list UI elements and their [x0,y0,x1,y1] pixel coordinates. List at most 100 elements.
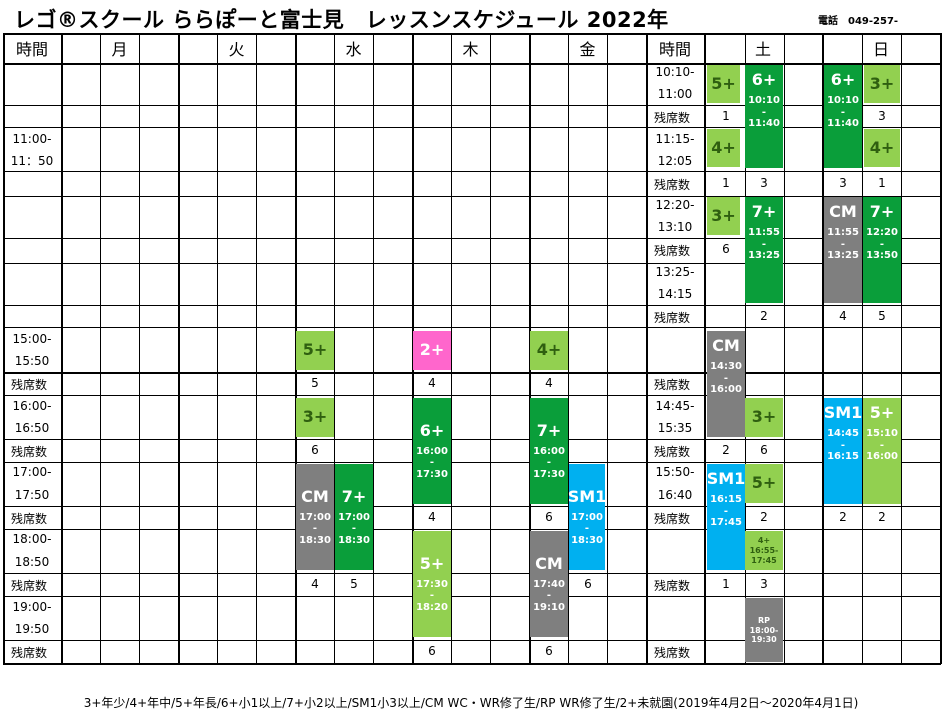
right-time-2-end: 12:05 [657,154,693,168]
grid-line [3,573,941,574]
lesson-end-time: 13:25 [827,250,859,262]
lesson-end-time: 16:00 [866,451,898,463]
lesson-start-time: 16:00 [533,445,565,457]
lesson-block: 5+ [707,65,740,103]
lesson-block: CM 17:40-19:10 [530,531,568,637]
lesson-end-time: 17:45 [751,555,777,565]
lesson-time-sep: - [879,238,885,250]
lesson-start-time: 16:00 [416,445,448,457]
lesson-level: SM1 [706,469,746,488]
seat-label: 残席数 [654,311,691,325]
lesson-level: 7+ [869,202,895,221]
grid-line [3,439,941,440]
lesson-block: CM 14:30-16:00 [707,331,745,437]
left-time-6-end: 19:50 [14,622,50,636]
lesson-time-sep: - [429,590,435,602]
seat-count: 4 [428,376,436,390]
lesson-time-sep: - [840,439,846,451]
lesson-block: 2+ [413,331,451,370]
seat-count: 5 [350,577,358,591]
seat-count: 1 [722,577,730,591]
grid-line [704,33,706,664]
lesson-end-time: 11:40 [748,118,780,130]
grid-line [862,33,863,664]
lesson-time-sep: - [840,106,846,118]
seat-count: 6 [428,644,436,658]
lesson-level: 6+ [419,420,445,440]
seat-count: 5 [878,309,886,323]
grid-line [3,663,941,665]
left-time-4-start: 17:00- [12,465,52,479]
header-thursday: 木 [462,40,479,59]
lesson-end-time: 17:45 [710,517,742,529]
lesson-block: 5+ [745,464,783,503]
grid-line [490,33,491,664]
grid-line [3,640,941,641]
seat-count: 4 [839,309,847,323]
seat-count: 6 [311,443,319,457]
left-time-2-end: 15:50 [14,354,50,368]
grid-line [901,33,902,664]
grid-line [373,33,374,664]
lesson-block: 4+ 16:55- 17:45 [745,531,783,570]
lesson-level: RP [757,615,771,625]
seat-label: 残席数 [654,646,691,660]
lesson-level: 5+ [419,553,445,573]
lesson-level: 4+ [711,137,736,157]
lesson-start-time: 17:00 [299,511,331,523]
lesson-end-time: 18:30 [571,534,603,546]
lesson-level: 6+ [830,70,856,89]
seat-label: 残席数 [654,445,691,459]
seat-count: 3 [760,176,768,190]
right-time-6-end: 16:40 [657,488,693,502]
lesson-block: 7+ 12:20-13:50 [863,197,901,303]
lesson-end-time: 19:10 [533,601,565,613]
grid-line [3,33,941,35]
lesson-level: 3+ [751,407,777,427]
lesson-level: 4+ [536,340,562,360]
lesson-level: CM [829,202,857,221]
lesson-block: 3+ [296,398,334,437]
grid-line [3,395,941,396]
grid-line [178,33,180,664]
left-time-5-start: 18:00- [12,532,52,546]
lesson-block: CM 17:00-18:30 [296,464,334,570]
lesson-level: 5+ [711,73,736,93]
lesson-level: SM1 [823,403,863,422]
lesson-time-sep: - [761,238,767,250]
seat-label: 残席数 [11,512,48,526]
right-time-1-start: 10:10- [655,65,695,79]
left-time-6-start: 19:00- [12,600,52,614]
lesson-start-time: 16:55- [749,546,779,556]
lesson-start-time: 11:55 [827,227,859,239]
lesson-start-time: 17:40 [533,578,565,590]
lesson-block: 6+ 16:00-17:30 [413,398,451,504]
grid-line [3,238,941,239]
lesson-end-time: 18:20 [416,601,448,613]
seat-count: 5 [311,376,319,390]
lesson-start-time: 10:10 [748,95,780,107]
lesson-level: 4+ [869,137,895,157]
header-sunday: 日 [872,40,889,59]
lesson-start-time: 17:00 [571,511,603,523]
lesson-time-sep: - [312,523,318,535]
lesson-level: 7+ [341,486,367,506]
right-time-3-start: 12:20- [655,198,695,212]
lesson-start-time: 14:45 [827,428,859,440]
seat-count: 6 [760,443,768,457]
right-time-5-start: 14:45- [655,399,695,413]
grid-line [3,372,941,374]
grid-line [3,506,941,507]
grid-line [784,33,785,664]
lesson-time-sep: - [351,523,357,535]
grid-line [3,63,941,65]
lesson-start-time: 11:55 [748,227,780,239]
header-time-left: 時間 [15,40,48,59]
lesson-time-sep: - [761,106,767,118]
lesson-block: SM1 14:45-16:15 [824,398,862,504]
lesson-level: 5+ [302,340,328,360]
grid-line [3,327,941,328]
left-time-2-start: 15:00- [12,332,52,346]
right-time-5-end: 15:35 [657,421,693,435]
grid-line [940,33,942,664]
